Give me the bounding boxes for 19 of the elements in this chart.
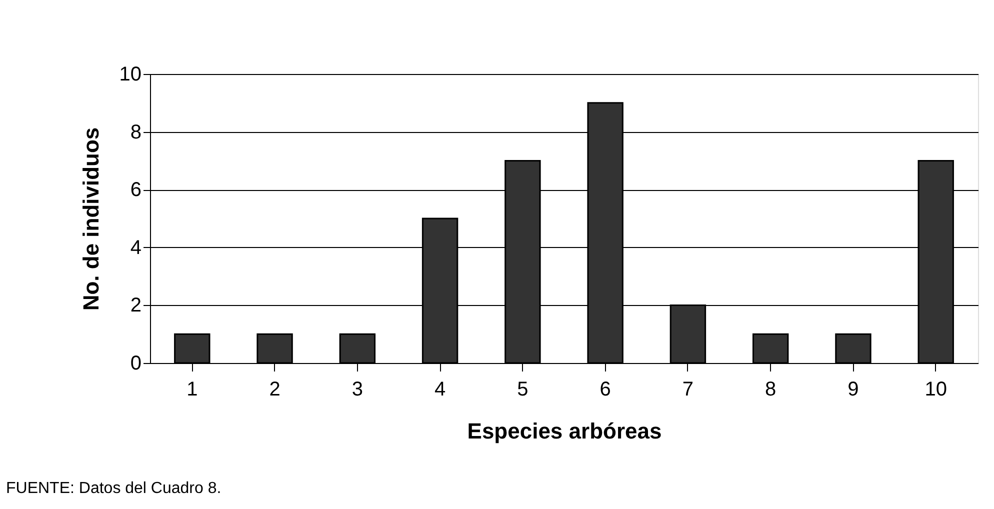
x-tick-label: 3 [352, 378, 363, 400]
x-tick-label: 2 [269, 378, 280, 400]
x-tick-label: 6 [600, 378, 611, 400]
x-tick-label: 8 [765, 378, 776, 400]
x-tick-label: 1 [186, 378, 198, 400]
y-tick-label: 6 [130, 179, 142, 202]
x-tick-label: 5 [517, 378, 528, 400]
y-axis-title: No. de individuos [78, 127, 104, 311]
source-note: FUENTE: Datos del Cuadro 8. [6, 480, 222, 497]
x-tick-label: 10 [924, 378, 947, 400]
x-tick-label: 7 [682, 378, 694, 400]
x-tick-label: 9 [848, 378, 859, 400]
x-axis-title: Especies arbóreas [467, 418, 662, 444]
y-tick-label: 4 [130, 236, 142, 259]
y-tick-label: 8 [130, 121, 142, 144]
y-tick-label: 10 [119, 64, 142, 86]
y-tick-label: 0 [130, 352, 142, 374]
y-tick-label: 2 [130, 294, 142, 317]
x-tick-label: 4 [434, 378, 446, 400]
